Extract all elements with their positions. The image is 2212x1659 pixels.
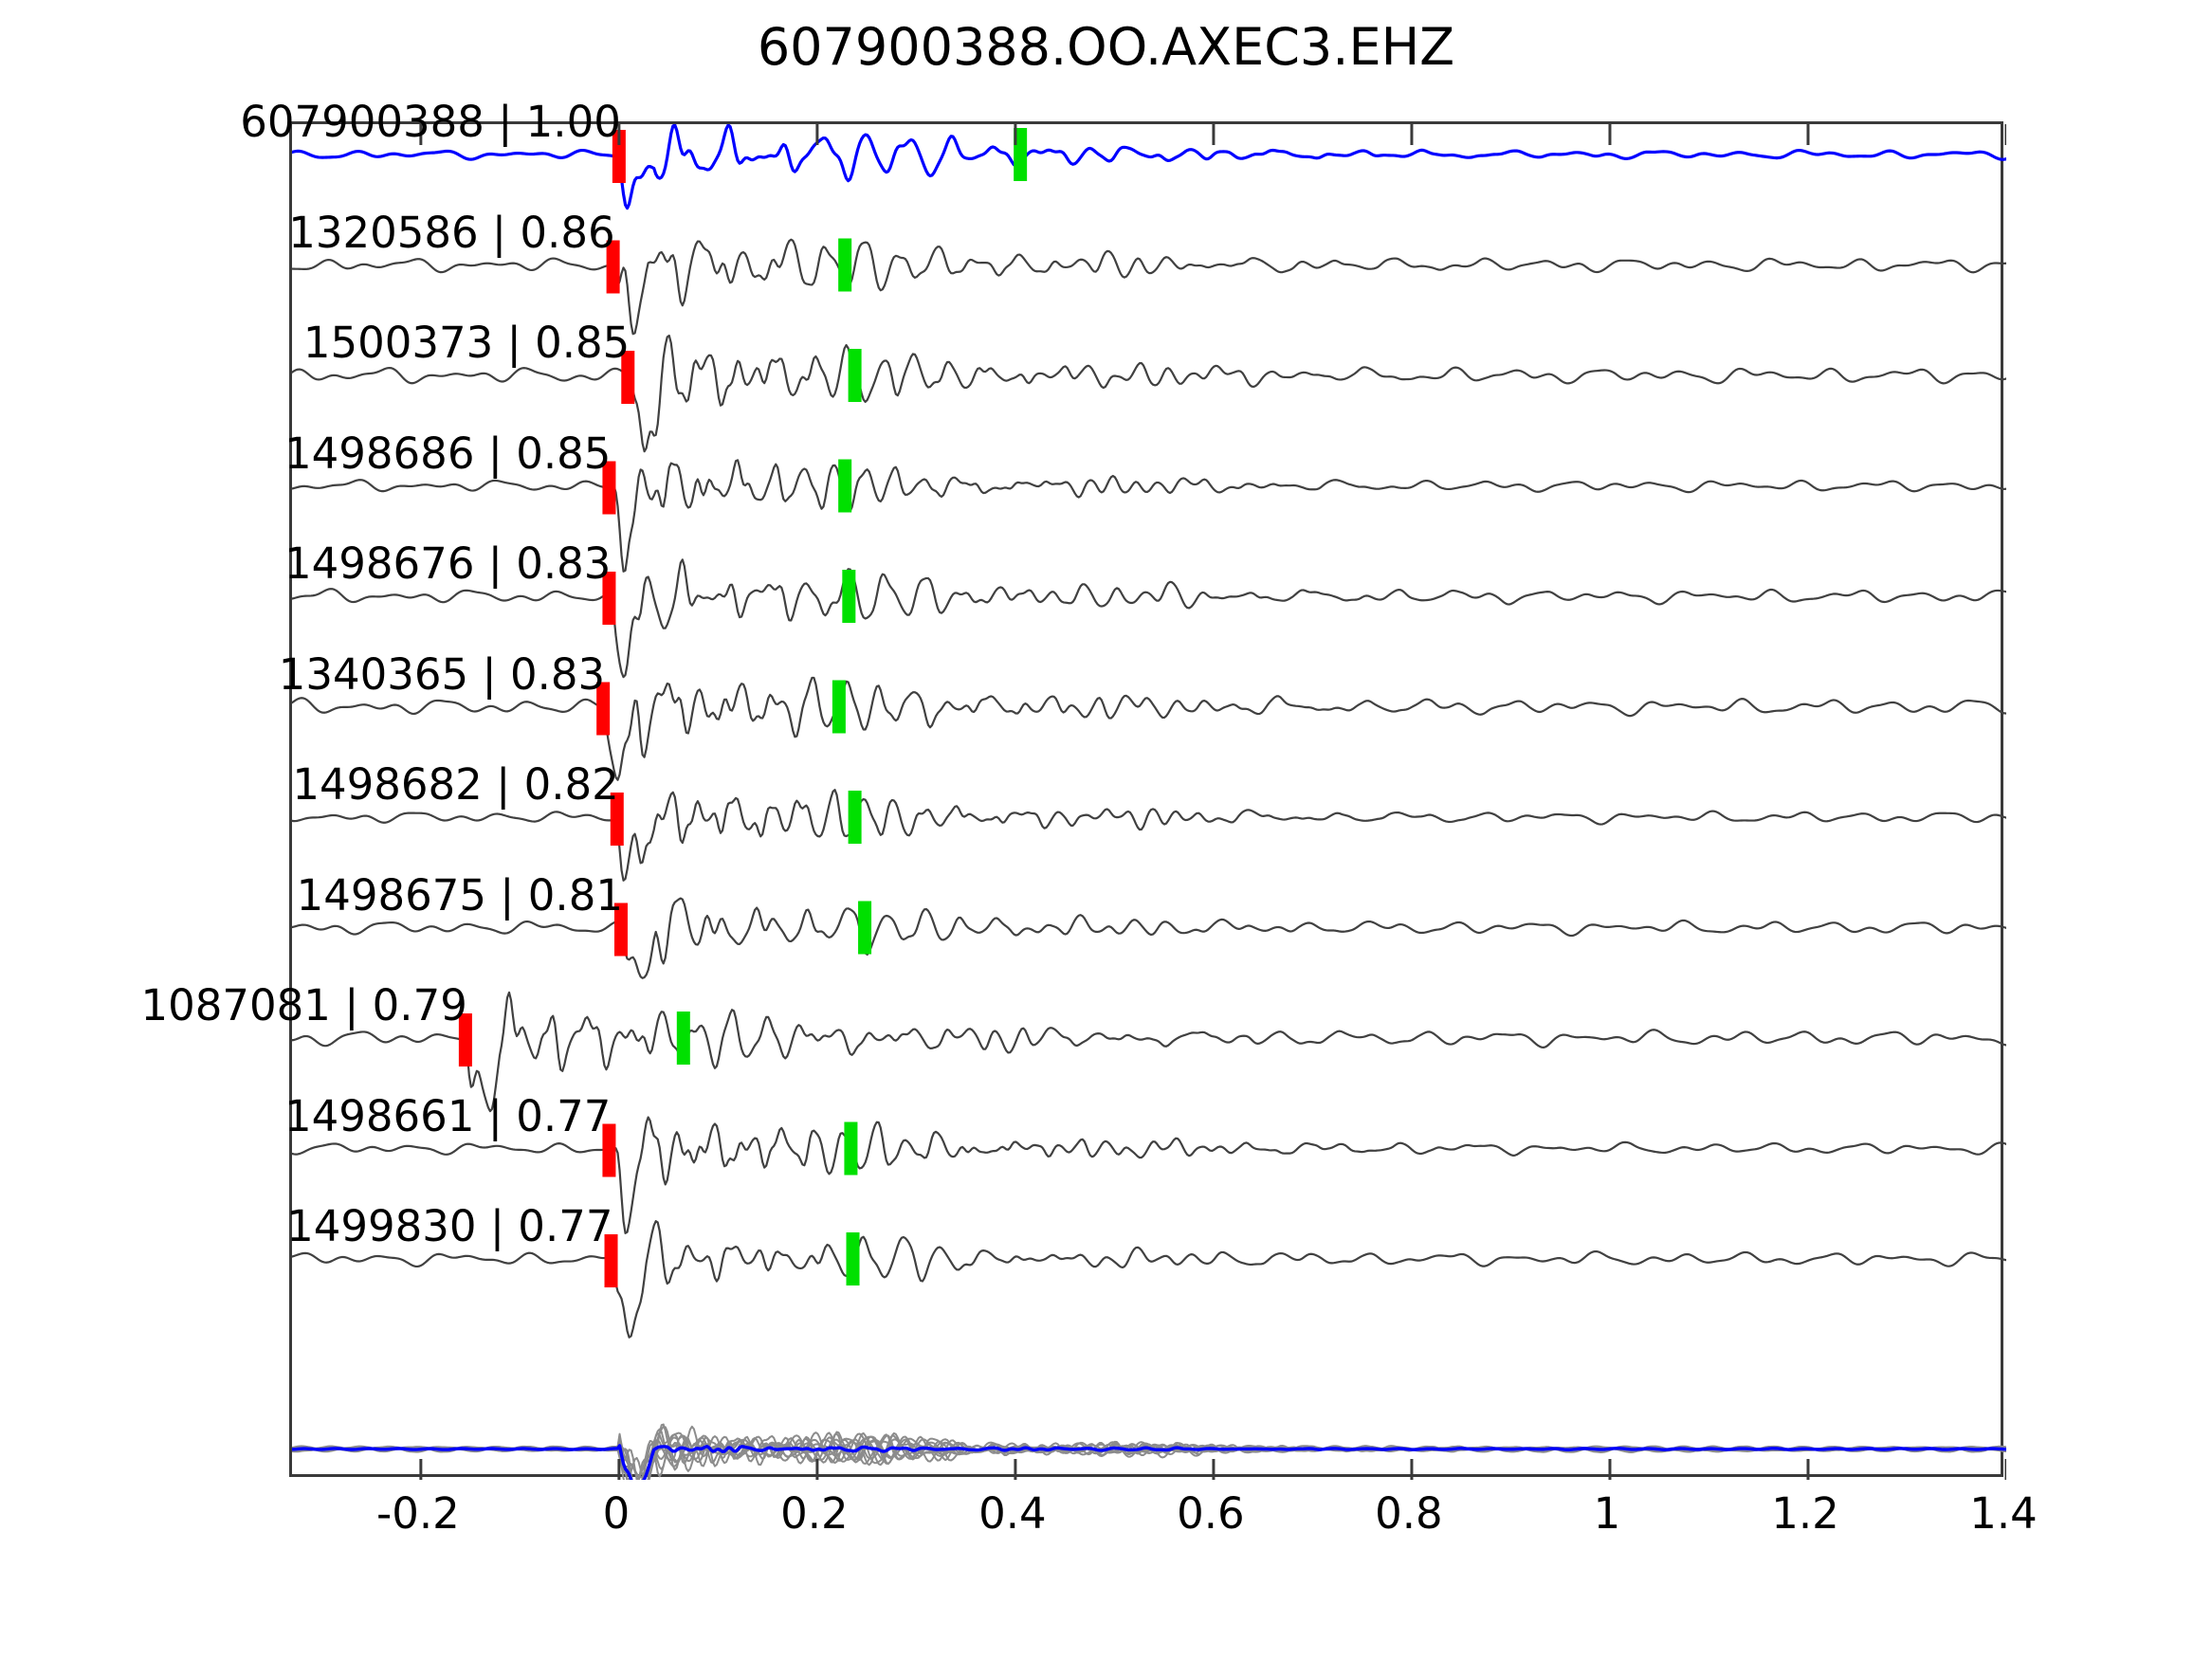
plot-area: [289, 121, 2006, 1480]
trace-line-1499830: [292, 1220, 2006, 1339]
p-pick-marker-1498676: [602, 572, 616, 625]
trace-line-607900388: [292, 124, 2006, 210]
trace-label-1498661: 1498661 | 0.77: [284, 1090, 612, 1141]
stack-overlay-trace-1498686: [292, 1435, 2006, 1480]
stacked-template-trace: [292, 1444, 2006, 1480]
trace-label-1320586: 1320586 | 0.86: [288, 207, 615, 258]
page-title: 607900388.OO.AXEC3.EHZ: [757, 17, 1455, 77]
stack-overlay-trace-1340365: [292, 1431, 2006, 1480]
trace-label-1499830: 1499830 | 0.77: [286, 1201, 613, 1251]
stack-overlay-trace-1500373: [292, 1428, 2006, 1480]
waveform-trace: [292, 238, 2006, 336]
trace-line-1087081: [292, 991, 2006, 1113]
x-tick-label: 1.2: [1771, 1488, 1839, 1539]
x-tick-label: 1: [1593, 1488, 1621, 1539]
waveform-trace: [292, 991, 2006, 1113]
s-pick-marker-1500373: [848, 349, 862, 402]
x-tick-label: 0.4: [978, 1488, 1047, 1539]
stack-overlay-trace-1320586: [292, 1434, 2006, 1480]
p-pick-marker-607900388: [612, 130, 626, 183]
trace-line-1498675: [292, 897, 2006, 979]
s-pick-marker-607900388: [1014, 128, 1028, 181]
trace-label-1498676: 1498676 | 0.83: [284, 538, 612, 589]
s-pick-marker-1320586: [838, 238, 852, 292]
trace-label-607900388: 607900388 | 1.00: [240, 97, 621, 147]
trace-label-1340365: 1340365 | 0.83: [278, 648, 606, 700]
s-pick-marker-1087081: [676, 1012, 690, 1065]
p-pick-marker-1498682: [610, 793, 624, 846]
waveform-trace: [292, 676, 2006, 781]
trace-label-1500373: 1500373 | 0.85: [302, 318, 631, 368]
trace-label-1498686: 1498686 | 0.85: [284, 428, 612, 479]
p-pick-marker-1320586: [606, 240, 620, 294]
waveform-trace: [292, 897, 2006, 979]
x-tick-label: -0.2: [375, 1488, 460, 1539]
waveform-trace: [292, 558, 2006, 679]
s-pick-marker-1499830: [846, 1232, 860, 1285]
stack-overlay-trace-1498675: [292, 1431, 2006, 1479]
s-pick-marker-1498676: [842, 570, 856, 623]
waveform-trace: [292, 124, 2006, 210]
stack-overlay-trace-1498661: [292, 1431, 2006, 1480]
trace-line-1340365: [292, 676, 2006, 781]
s-pick-marker-1498675: [858, 901, 872, 955]
trace-line-1500373: [292, 334, 2006, 453]
p-pick-marker-1340365: [596, 682, 611, 736]
x-tick-label: 1.4: [1969, 1488, 2038, 1539]
x-axis-tick-labels: -0.2 0 0.2 0.4 0.6 0.8 1 1.2 1.4: [289, 1488, 2038, 1574]
p-pick-marker-1087081: [458, 1013, 472, 1066]
x-tick-label: 0.2: [780, 1488, 849, 1539]
waveform-trace: [292, 459, 2006, 573]
waveform-trace: [292, 1116, 2006, 1234]
x-tick-label: 0.6: [1177, 1488, 1245, 1539]
p-pick-marker-1498686: [602, 461, 616, 515]
s-pick-marker-1498686: [838, 459, 852, 513]
trace-line-1498682: [292, 789, 2006, 882]
trace-line-1498661: [292, 1116, 2006, 1234]
p-pick-marker-1500373: [621, 351, 635, 404]
s-pick-marker-1498682: [848, 791, 862, 844]
waveform-plot-svg: [292, 124, 2006, 1480]
trace-label-1087081: 1087081 | 0.79: [140, 980, 467, 1030]
x-tick-label: 0.8: [1375, 1488, 1443, 1539]
p-pick-marker-1498661: [602, 1123, 616, 1177]
waveform-trace: [292, 334, 2006, 453]
p-pick-marker-1498675: [613, 902, 628, 957]
trace-label-1498675: 1498675 | 0.81: [296, 869, 623, 921]
s-pick-marker-1340365: [832, 680, 846, 734]
trace-label-1498682: 1498682 | 0.82: [292, 759, 619, 810]
waveform-trace: [292, 789, 2006, 882]
trace-line-1498676: [292, 558, 2006, 679]
p-pick-marker-1499830: [604, 1234, 618, 1287]
s-pick-marker-1498661: [844, 1121, 858, 1176]
waveform-trace: [292, 1220, 2006, 1339]
trace-line-1498686: [292, 459, 2006, 573]
trace-line-1320586: [292, 238, 2006, 336]
stack-overlay-trace-1498682: [292, 1432, 2006, 1480]
x-tick-label: 0: [602, 1488, 631, 1539]
stack-panel: [292, 1423, 2006, 1480]
